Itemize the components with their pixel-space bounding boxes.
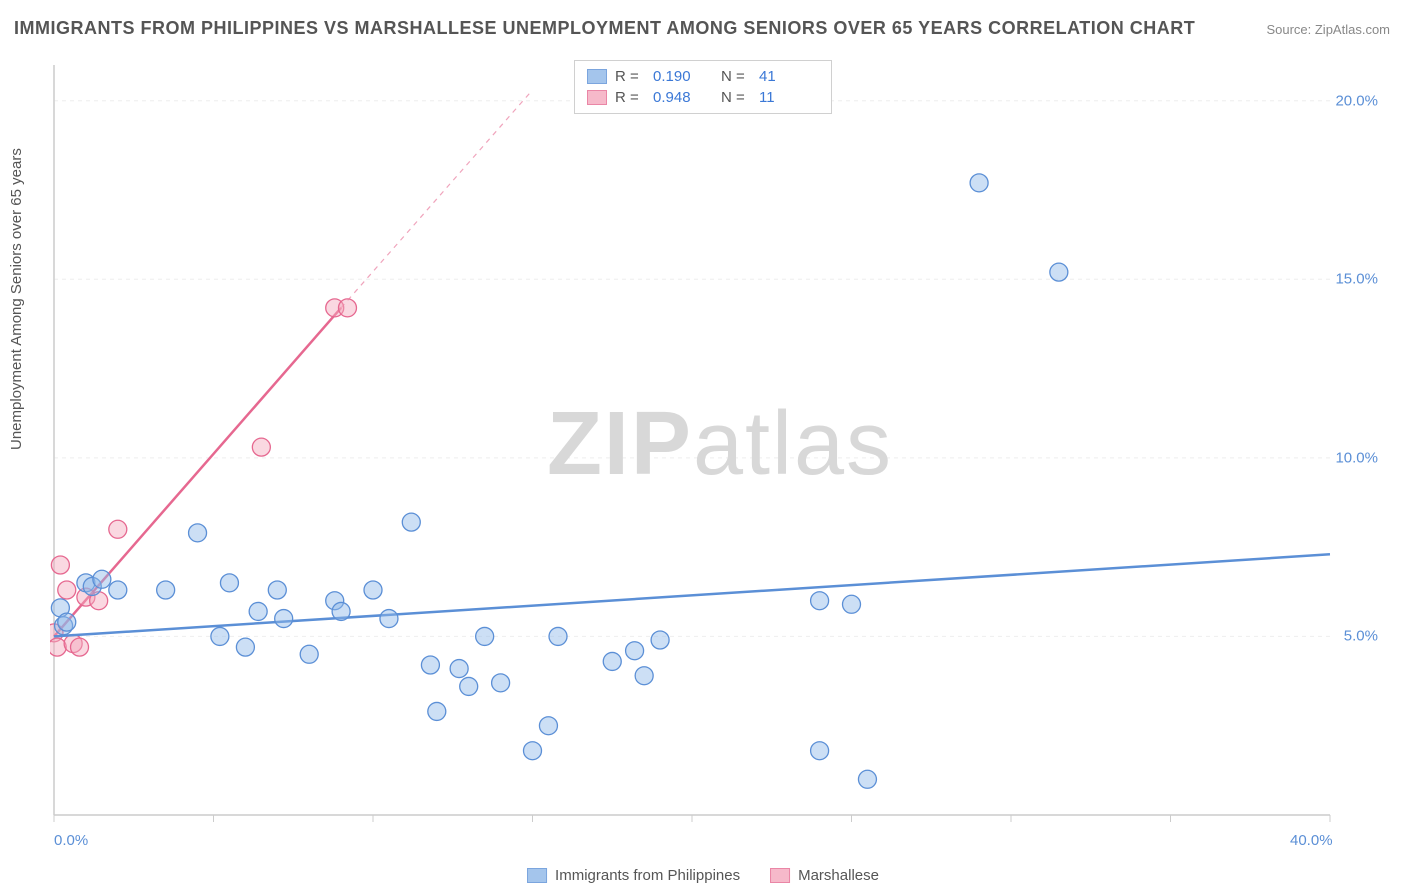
legend-label: Immigrants from Philippines xyxy=(555,867,740,884)
legend-item: Immigrants from Philippines xyxy=(527,867,740,884)
r-value: 0.948 xyxy=(653,89,713,106)
n-label: N = xyxy=(721,68,751,85)
y-axis-label: Unemployment Among Seniors over 65 years xyxy=(8,148,25,450)
swatch-icon xyxy=(770,868,790,883)
n-value: 11 xyxy=(759,89,819,106)
legend-item: Marshallese xyxy=(770,867,879,884)
page-title: IMMIGRANTS FROM PHILIPPINES VS MARSHALLE… xyxy=(14,18,1195,39)
r-label: R = xyxy=(615,68,645,85)
source-label: Source: ZipAtlas.com xyxy=(1266,22,1390,37)
legend-row: R = 0.190 N = 41 xyxy=(587,66,819,87)
legend-series: Immigrants from Philippines Marshallese xyxy=(527,867,879,884)
y-tick-label: 10.0% xyxy=(1335,449,1378,466)
n-value: 41 xyxy=(759,68,819,85)
y-tick-label: 20.0% xyxy=(1335,92,1378,109)
swatch-icon xyxy=(527,868,547,883)
scatter-chart xyxy=(50,55,1390,855)
r-value: 0.190 xyxy=(653,68,713,85)
x-tick-label: 0.0% xyxy=(54,832,88,849)
legend-correlation: R = 0.190 N = 41 R = 0.948 N = 11 xyxy=(574,60,832,114)
y-tick-label: 15.0% xyxy=(1335,271,1378,288)
legend-row: R = 0.948 N = 11 xyxy=(587,87,819,108)
r-label: R = xyxy=(615,89,645,106)
x-tick-label: 40.0% xyxy=(1290,832,1333,849)
swatch-icon xyxy=(587,69,607,84)
plot-area: ZIPatlas 5.0%10.0%15.0%20.0%0.0%40.0% xyxy=(50,55,1390,855)
legend-label: Marshallese xyxy=(798,867,879,884)
y-tick-label: 5.0% xyxy=(1344,628,1378,645)
n-label: N = xyxy=(721,89,751,106)
swatch-icon xyxy=(587,90,607,105)
